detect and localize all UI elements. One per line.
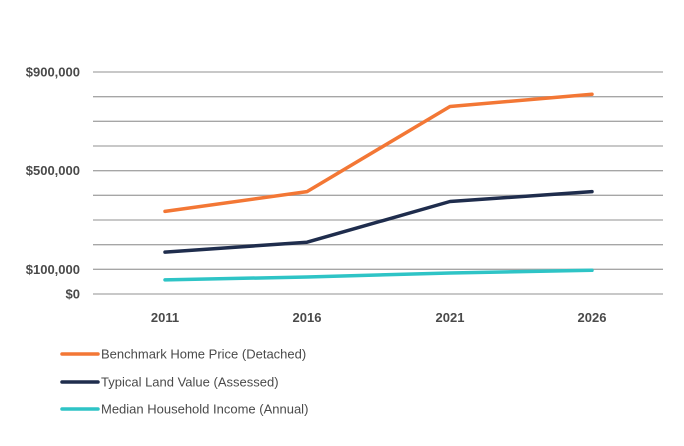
x-tick-label: 2016 <box>293 310 322 325</box>
x-tick-label: 2011 <box>151 310 179 325</box>
y-axis-ticks: $900,000 $500,000 $100,000 $0 <box>26 65 80 302</box>
legend-label: Median Household Income (Annual) <box>101 402 308 417</box>
series-lines <box>163 92 594 282</box>
legend-label: Typical Land Value (Assessed) <box>101 375 279 390</box>
y-tick-label: $100,000 <box>26 262 80 277</box>
legend: Benchmark Home Price (Detached) Typical L… <box>60 347 308 417</box>
series-line-1 <box>163 92 594 214</box>
series-line-2 <box>163 189 594 254</box>
gridlines <box>93 71 663 295</box>
y-tick-label: $900,000 <box>26 65 80 80</box>
x-axis-ticks: 2011 2016 2021 2026 <box>151 310 607 325</box>
x-tick-label: 2021 <box>436 310 465 325</box>
y-tick-label: $500,000 <box>26 163 80 178</box>
series-line-3 <box>163 268 594 282</box>
y-tick-label: $0 <box>66 287 80 302</box>
legend-label: Benchmark Home Price (Detached) <box>101 347 306 362</box>
x-tick-label: 2026 <box>578 310 607 325</box>
